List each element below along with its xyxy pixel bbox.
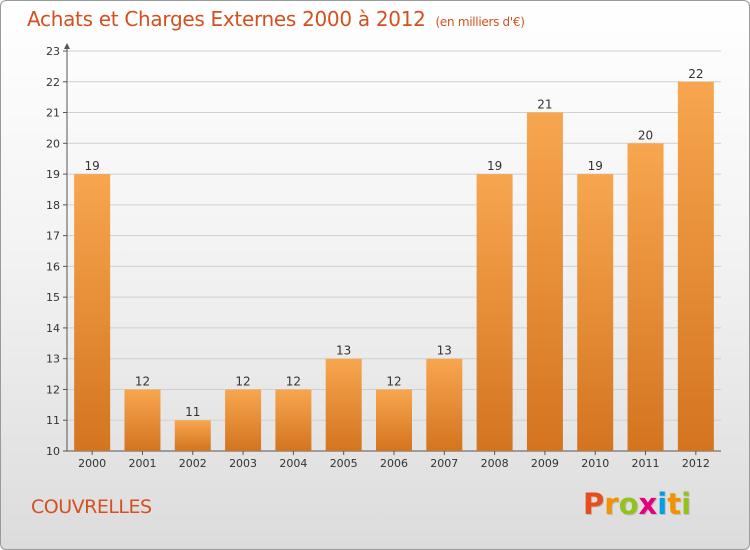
data-label: 11 [185,405,200,419]
logo-letter: P [583,487,605,521]
y-tick-label: 17 [46,230,60,243]
data-label: 13 [437,344,452,358]
y-tick-label: 10 [46,445,60,458]
bar [174,420,211,451]
y-tick-label: 11 [46,414,60,427]
bar [74,174,111,452]
bar [325,358,362,451]
x-tick-label: 2009 [531,457,559,470]
data-label: 12 [386,374,401,388]
bar [426,358,463,451]
bar [526,112,563,452]
x-tick-label: 2005 [330,457,358,470]
y-axis-arrow [64,43,70,49]
x-tick-label: 2006 [380,457,408,470]
commune-name: COUVRELLES [31,496,152,518]
x-tick-label: 2012 [682,457,710,470]
x-tick-label: 2011 [632,457,660,470]
bar [225,389,262,451]
bar [275,389,312,451]
x-tick-label: 2004 [279,457,307,470]
data-label: 22 [688,67,703,81]
y-tick-label: 22 [46,76,60,89]
data-label: 12 [135,374,150,388]
logo-letter: r [604,487,619,521]
y-tick-label: 16 [46,260,60,273]
x-tick-label: 2000 [78,457,106,470]
y-tick-label: 18 [46,199,60,212]
bar [376,389,412,451]
y-tick-label: 13 [46,353,60,366]
data-label: 19 [487,159,502,173]
chart-unit: (en milliers d'€) [435,15,525,29]
chart-title-text: Achats et Charges Externes 2000 à 2012 [27,7,426,31]
data-label: 13 [336,344,351,358]
bar [476,174,513,452]
bar [677,81,714,452]
logo-letter: i [657,487,668,521]
logo-letter: i [681,487,692,521]
x-tick-label: 2002 [179,457,207,470]
bar [124,389,161,451]
chart-title: Achats et Charges Externes 2000 à 2012 (e… [27,7,525,31]
data-label: 19 [85,159,100,173]
data-label: 20 [638,128,653,142]
x-tick-label: 2001 [128,457,156,470]
logo-letter: t [667,487,682,521]
y-tick-label: 23 [46,45,60,58]
data-label: 21 [537,98,552,112]
bar [627,143,664,452]
data-label: 12 [286,374,301,388]
data-label: 19 [588,159,603,173]
y-tick-label: 15 [46,291,60,304]
x-tick-label: 2008 [481,457,509,470]
logo-letter: o [618,487,639,521]
y-tick-label: 21 [46,107,60,120]
proxiti-logo: Proxiti [583,487,691,521]
y-tick-label: 12 [46,383,60,396]
x-tick-label: 2010 [581,457,609,470]
data-label: 12 [235,374,250,388]
y-tick-label: 19 [46,168,60,181]
logo-letter: x [638,487,658,521]
y-tick-label: 14 [46,322,60,335]
x-tick-label: 2003 [229,457,257,470]
y-tick-label: 20 [46,137,60,150]
bar [577,174,614,452]
x-tick-label: 2007 [430,457,458,470]
